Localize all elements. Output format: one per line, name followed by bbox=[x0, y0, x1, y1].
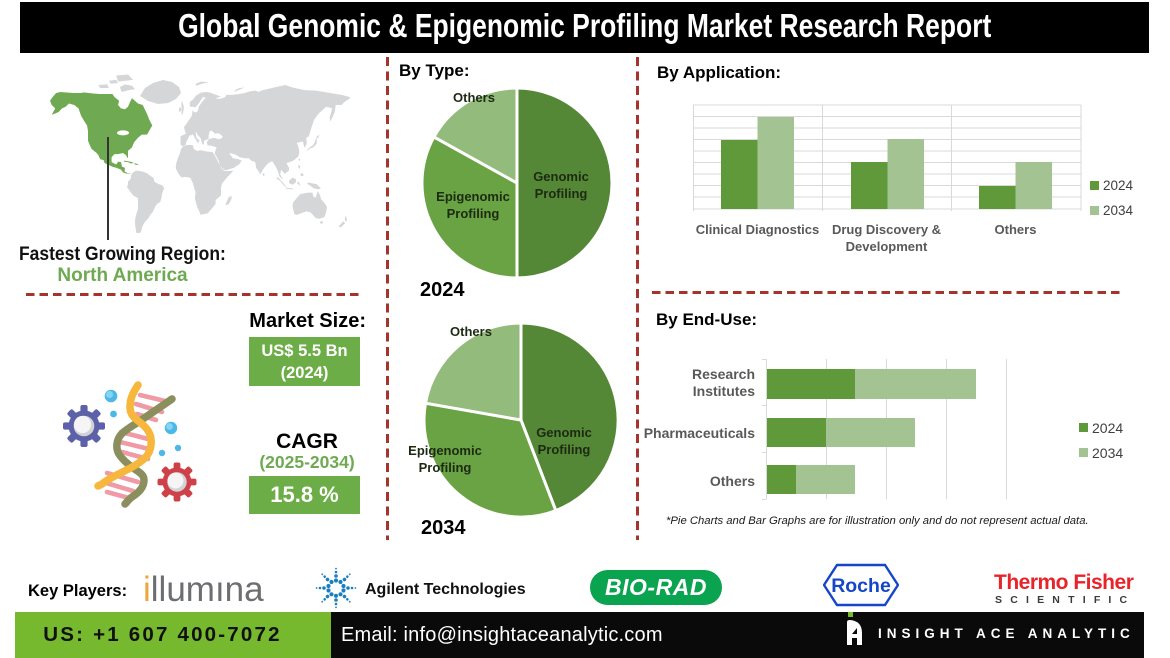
svg-text:Roche: Roche bbox=[831, 575, 891, 597]
